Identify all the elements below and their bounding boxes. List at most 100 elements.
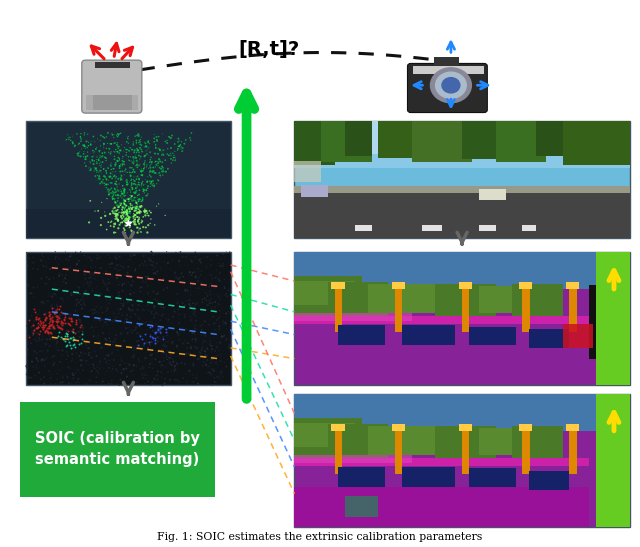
Point [101,267,111,276]
Point [197,340,207,348]
Point [104,286,114,295]
Point [146,179,156,188]
Point [66,315,76,323]
Point [116,176,126,184]
Point [113,266,124,275]
Point [186,283,196,292]
Point [141,278,151,287]
Point [166,333,177,342]
Point [122,208,132,217]
Point [94,360,104,369]
Point [141,142,152,151]
Point [47,335,58,344]
Point [154,132,164,141]
Point [122,195,132,203]
Point [166,154,176,163]
Point [83,253,93,261]
Point [22,364,32,373]
Point [166,149,176,158]
Point [136,182,147,190]
Point [91,173,101,182]
Point [207,298,218,307]
Point [57,281,67,289]
Point [167,131,177,140]
Point [125,286,136,295]
Point [32,337,42,346]
Point [146,380,156,389]
Point [74,298,84,307]
Point [148,287,159,296]
Point [162,355,172,364]
Point [111,365,121,374]
Point [131,204,141,213]
Point [134,321,144,329]
Point [96,289,106,298]
Point [128,296,138,305]
Point [127,184,138,193]
Point [202,289,212,298]
Point [70,320,81,329]
Bar [294,313,412,321]
Point [108,195,118,203]
Point [56,321,67,329]
Point [87,305,97,314]
Point [218,319,228,328]
Point [123,328,133,337]
Point [90,172,100,181]
Point [148,327,158,335]
Point [126,280,136,289]
Point [136,201,147,210]
Point [183,339,193,347]
Point [188,374,198,382]
Point [122,181,132,189]
Point [121,364,131,373]
Point [38,299,49,308]
Point [102,251,113,259]
Point [88,360,99,369]
Point [121,380,131,388]
Point [150,328,161,336]
Point [161,247,172,256]
Point [41,325,51,334]
Point [111,293,122,302]
Point [152,132,162,141]
Point [128,137,138,146]
Point [105,263,115,272]
Point [88,160,98,168]
Point [113,190,123,199]
Point [123,278,133,287]
Point [160,211,170,220]
Point [189,328,199,337]
Point [132,378,142,387]
Point [164,358,175,367]
Point [88,149,99,158]
Point [184,296,195,305]
Point [149,134,159,143]
Point [35,306,45,315]
Point [122,201,132,210]
Point [122,178,132,187]
Point [88,160,99,168]
Point [33,357,43,365]
Point [67,350,77,358]
Point [155,171,165,180]
Point [133,178,143,187]
Point [164,359,175,368]
Point [119,279,129,288]
Point [138,166,148,175]
Point [116,171,126,179]
Point [108,190,118,199]
Point [127,366,138,375]
Point [125,367,136,376]
Point [23,340,33,348]
Point [189,302,200,311]
Point [64,338,74,347]
Point [113,144,124,153]
Point [71,296,81,305]
Point [22,345,33,353]
Point [112,139,122,148]
Point [118,302,128,311]
Point [72,150,83,159]
Point [129,153,139,161]
Point [54,285,64,294]
